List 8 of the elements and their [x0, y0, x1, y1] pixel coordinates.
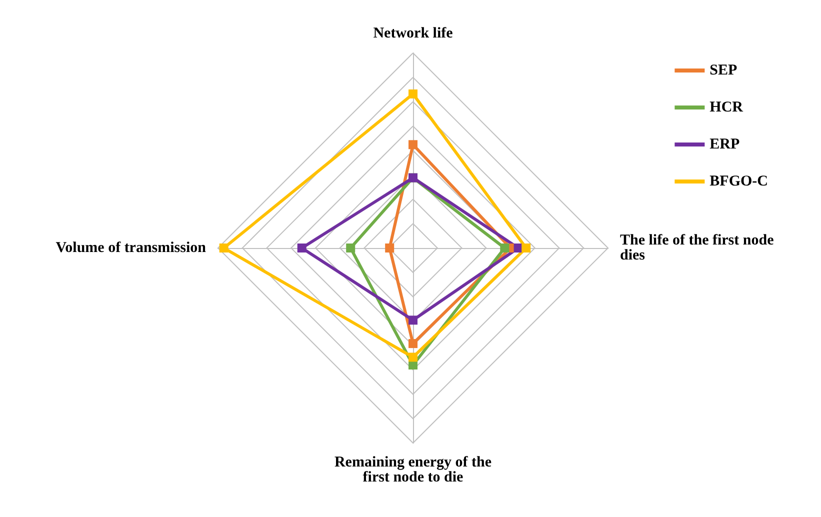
spoke-label: Network life — [373, 26, 454, 42]
legend-label: ERP — [710, 136, 740, 152]
legend-label: BFGO-C — [710, 174, 768, 190]
legend-label: HCR — [710, 100, 744, 116]
legend-label: SEP — [710, 62, 738, 78]
spoke-label: Volume of transmission — [56, 240, 207, 256]
spoke-label: Remaining energy of the first node to die — [334, 454, 492, 486]
spoke-label: The life of the first node dies — [620, 232, 774, 264]
